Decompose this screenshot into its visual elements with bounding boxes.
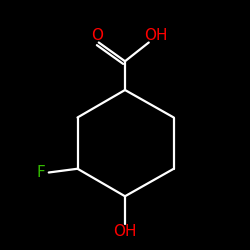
Text: O: O: [92, 28, 104, 43]
Text: OH: OH: [144, 28, 168, 43]
Text: F: F: [36, 165, 45, 180]
Text: OH: OH: [113, 224, 137, 240]
